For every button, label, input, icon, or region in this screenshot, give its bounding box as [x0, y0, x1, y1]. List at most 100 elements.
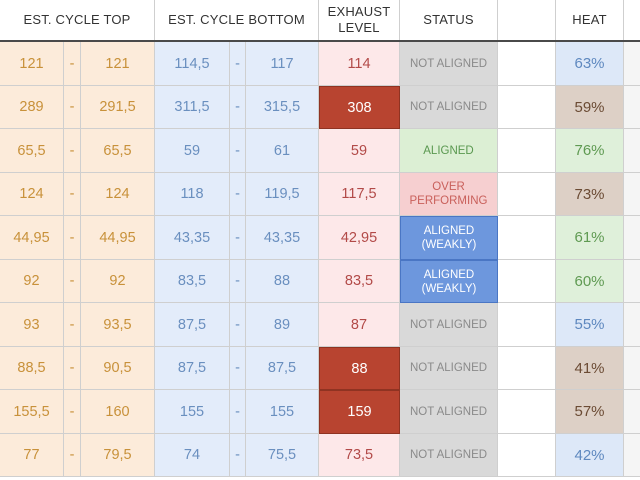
exhaust-level-cell[interactable]: 308	[319, 86, 400, 129]
est-bottom-low-cell[interactable]: 114,5	[155, 42, 230, 86]
edge-cell[interactable]	[624, 347, 640, 390]
est-bottom-high-cell[interactable]: 88	[246, 260, 319, 303]
est-bottom-separator[interactable]: -	[230, 129, 246, 173]
heat-cell[interactable]: 57%	[556, 390, 624, 434]
edge-cell[interactable]	[624, 173, 640, 216]
exhaust-level-cell[interactable]: 83,5	[319, 260, 400, 303]
est-top-low-cell[interactable]: 92	[0, 260, 64, 303]
est-bottom-separator[interactable]: -	[230, 390, 246, 434]
est-top-high-cell[interactable]: 79,5	[81, 434, 155, 477]
est-top-low-cell[interactable]: 93	[0, 303, 64, 347]
est-bottom-separator[interactable]: -	[230, 434, 246, 477]
exhaust-level-cell[interactable]: 42,95	[319, 216, 400, 260]
est-bottom-high-cell[interactable]: 155	[246, 390, 319, 434]
exhaust-level-cell[interactable]: 59	[319, 129, 400, 173]
est-top-low-cell[interactable]: 121	[0, 42, 64, 86]
est-top-high-cell[interactable]: 93,5	[81, 303, 155, 347]
edge-cell[interactable]	[624, 260, 640, 303]
heat-cell[interactable]: 41%	[556, 347, 624, 390]
status-cell[interactable]: NOT ALIGNED	[400, 390, 498, 434]
est-bottom-low-cell[interactable]: 87,5	[155, 303, 230, 347]
edge-cell[interactable]	[624, 303, 640, 347]
est-top-separator[interactable]: -	[64, 347, 81, 390]
est-top-high-cell[interactable]: 65,5	[81, 129, 155, 173]
edge-cell[interactable]	[624, 390, 640, 434]
est-bottom-low-cell[interactable]: 83,5	[155, 260, 230, 303]
est-top-separator[interactable]: -	[64, 129, 81, 173]
edge-cell[interactable]	[624, 216, 640, 260]
header-heat[interactable]: HEAT	[556, 0, 624, 40]
est-top-high-cell[interactable]: 124	[81, 173, 155, 216]
est-bottom-separator[interactable]: -	[230, 347, 246, 390]
est-top-separator[interactable]: -	[64, 390, 81, 434]
est-bottom-high-cell[interactable]: 75,5	[246, 434, 319, 477]
heat-cell[interactable]: 42%	[556, 434, 624, 477]
status-cell[interactable]: ALIGNED (WEAKLY)	[400, 260, 498, 303]
est-top-separator[interactable]: -	[64, 173, 81, 216]
blank-cell[interactable]	[498, 260, 556, 303]
heat-cell[interactable]: 76%	[556, 129, 624, 173]
est-bottom-separator[interactable]: -	[230, 216, 246, 260]
est-bottom-high-cell[interactable]: 61	[246, 129, 319, 173]
est-bottom-separator[interactable]: -	[230, 86, 246, 129]
status-cell[interactable]: NOT ALIGNED	[400, 86, 498, 129]
status-cell[interactable]: NOT ALIGNED	[400, 347, 498, 390]
est-bottom-low-cell[interactable]: 155	[155, 390, 230, 434]
status-cell[interactable]: NOT ALIGNED	[400, 42, 498, 86]
est-top-low-cell[interactable]: 289	[0, 86, 64, 129]
est-bottom-low-cell[interactable]: 87,5	[155, 347, 230, 390]
header-est-cycle-top[interactable]: EST. CYCLE TOP	[0, 0, 155, 40]
est-top-high-cell[interactable]: 44,95	[81, 216, 155, 260]
blank-cell[interactable]	[498, 434, 556, 477]
est-bottom-low-cell[interactable]: 118	[155, 173, 230, 216]
est-top-low-cell[interactable]: 44,95	[0, 216, 64, 260]
blank-cell[interactable]	[498, 303, 556, 347]
blank-cell[interactable]	[498, 42, 556, 86]
est-bottom-high-cell[interactable]: 119,5	[246, 173, 319, 216]
est-top-high-cell[interactable]: 92	[81, 260, 155, 303]
status-cell[interactable]: ALIGNED	[400, 129, 498, 173]
heat-cell[interactable]: 63%	[556, 42, 624, 86]
exhaust-level-cell[interactable]: 88	[319, 347, 400, 390]
est-bottom-low-cell[interactable]: 311,5	[155, 86, 230, 129]
est-top-low-cell[interactable]: 65,5	[0, 129, 64, 173]
est-bottom-separator[interactable]: -	[230, 303, 246, 347]
status-cell[interactable]: NOT ALIGNED	[400, 434, 498, 477]
est-bottom-high-cell[interactable]: 117	[246, 42, 319, 86]
edge-cell[interactable]	[624, 129, 640, 173]
blank-cell[interactable]	[498, 390, 556, 434]
blank-cell[interactable]	[498, 347, 556, 390]
status-cell[interactable]: ALIGNED (WEAKLY)	[400, 216, 498, 260]
est-bottom-low-cell[interactable]: 43,35	[155, 216, 230, 260]
heat-cell[interactable]: 61%	[556, 216, 624, 260]
est-top-low-cell[interactable]: 77	[0, 434, 64, 477]
exhaust-level-cell[interactable]: 159	[319, 390, 400, 434]
est-top-high-cell[interactable]: 90,5	[81, 347, 155, 390]
blank-cell[interactable]	[498, 86, 556, 129]
est-bottom-low-cell[interactable]: 74	[155, 434, 230, 477]
est-top-separator[interactable]: -	[64, 303, 81, 347]
est-top-separator[interactable]: -	[64, 260, 81, 303]
est-bottom-high-cell[interactable]: 43,35	[246, 216, 319, 260]
est-bottom-separator[interactable]: -	[230, 173, 246, 216]
est-bottom-high-cell[interactable]: 315,5	[246, 86, 319, 129]
exhaust-level-cell[interactable]: 87	[319, 303, 400, 347]
exhaust-level-cell[interactable]: 117,5	[319, 173, 400, 216]
est-bottom-high-cell[interactable]: 87,5	[246, 347, 319, 390]
heat-cell[interactable]: 55%	[556, 303, 624, 347]
est-bottom-high-cell[interactable]: 89	[246, 303, 319, 347]
header-edge[interactable]	[624, 0, 640, 40]
status-cell[interactable]: OVER PERFORMING	[400, 173, 498, 216]
heat-cell[interactable]: 60%	[556, 260, 624, 303]
est-top-separator[interactable]: -	[64, 216, 81, 260]
est-top-separator[interactable]: -	[64, 86, 81, 129]
header-status[interactable]: STATUS	[400, 0, 498, 40]
blank-cell[interactable]	[498, 216, 556, 260]
est-top-low-cell[interactable]: 88,5	[0, 347, 64, 390]
header-blank[interactable]	[498, 0, 556, 40]
est-bottom-low-cell[interactable]: 59	[155, 129, 230, 173]
blank-cell[interactable]	[498, 173, 556, 216]
est-bottom-separator[interactable]: -	[230, 260, 246, 303]
edge-cell[interactable]	[624, 86, 640, 129]
est-top-low-cell[interactable]: 124	[0, 173, 64, 216]
